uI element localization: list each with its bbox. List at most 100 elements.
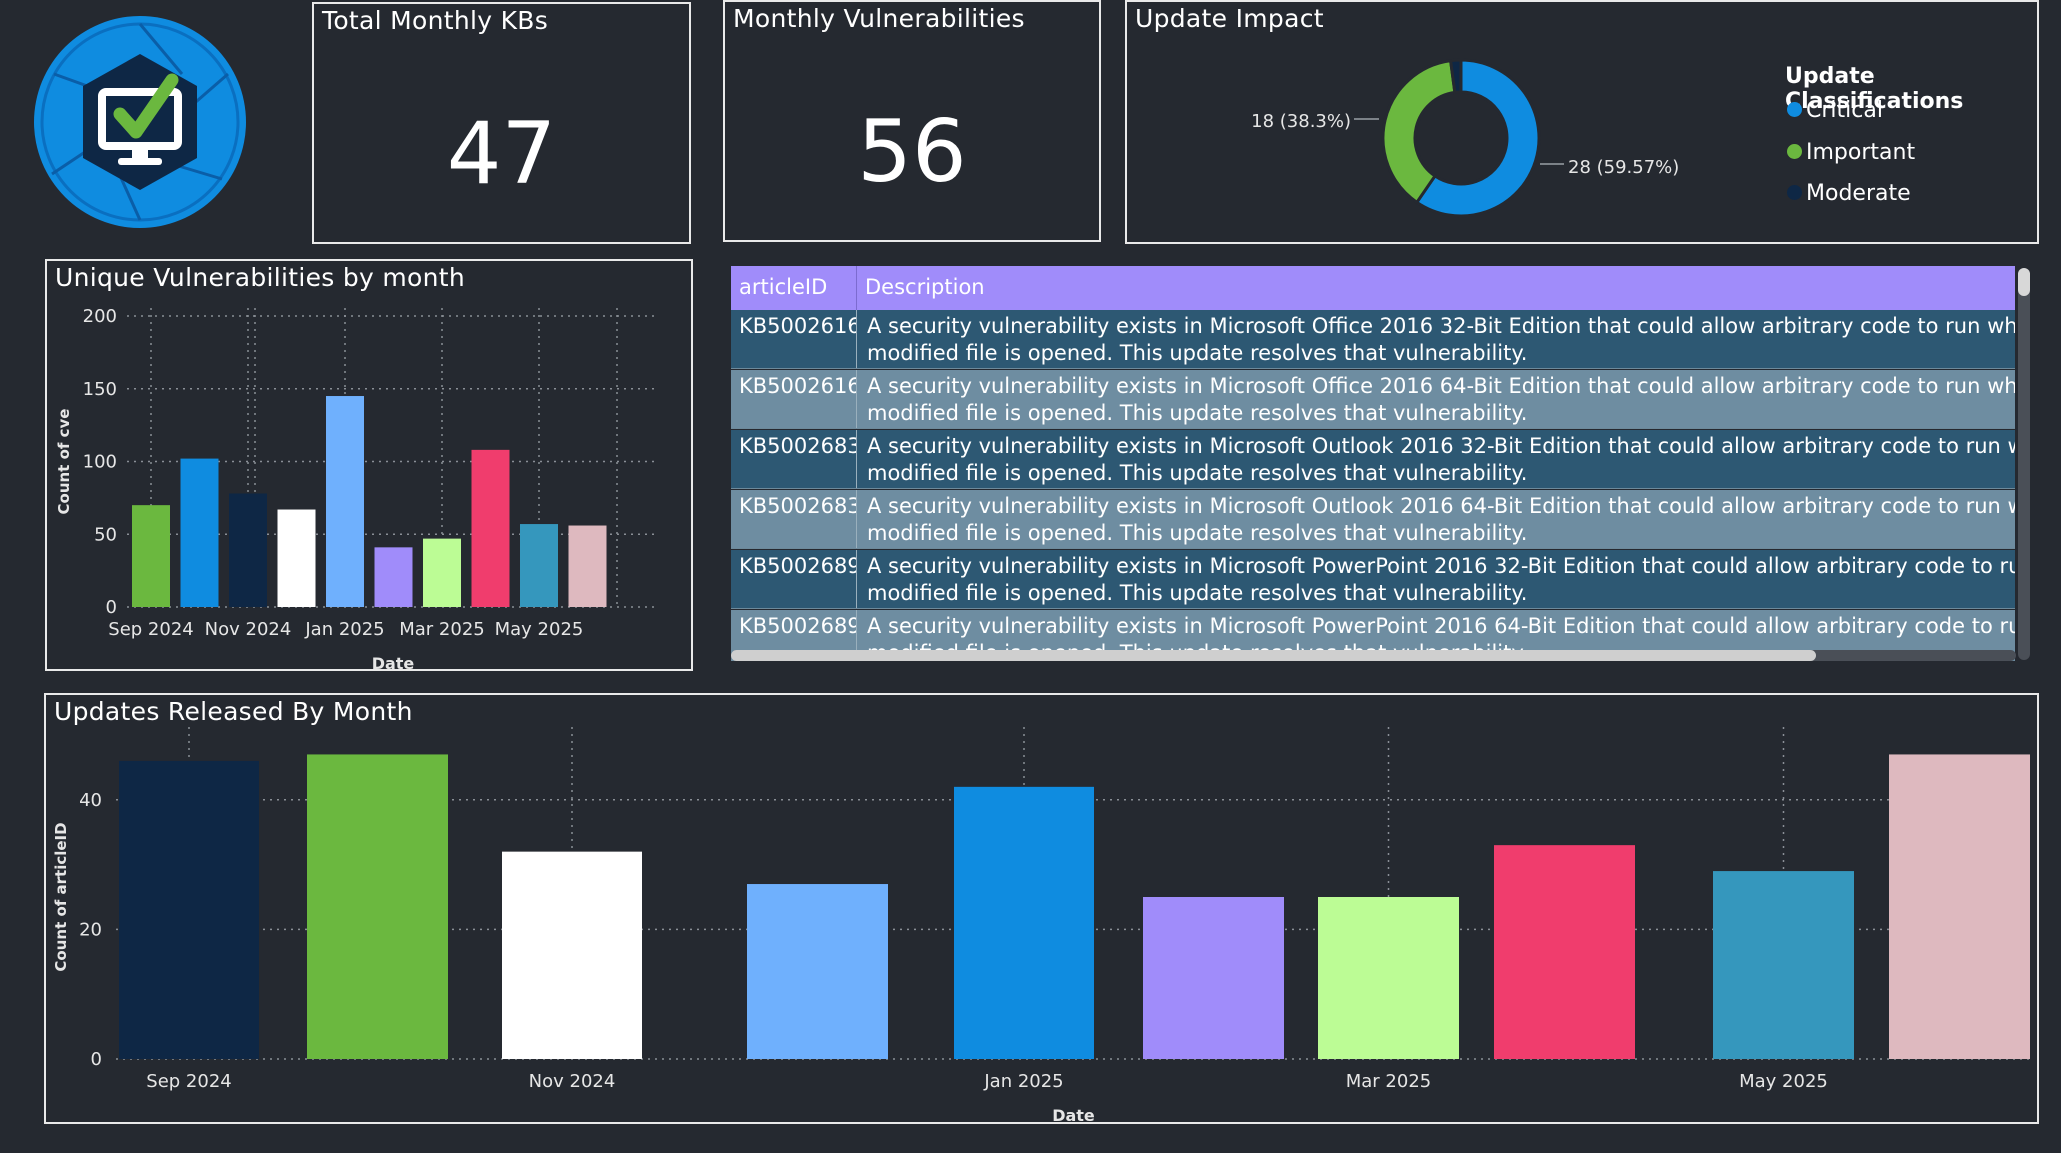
legend-label: Important [1806, 140, 1916, 165]
description-line: modified file is opened. This update res… [867, 341, 1528, 365]
legend-item-important[interactable]: Important [1787, 140, 1915, 165]
kpi-title: Monthly Vulnerabilities [733, 4, 1025, 33]
description-line: A security vulnerability exists in Micro… [867, 554, 2015, 578]
kpi-title: Total Monthly KBs [322, 6, 549, 35]
description-line: modified file is opened. This update res… [867, 521, 1528, 545]
y-tick-label: 150 [83, 379, 117, 400]
checkmark-icon [113, 73, 179, 139]
bar[interactable] [307, 754, 448, 1059]
bar[interactable] [132, 505, 170, 607]
y-tick-label: 0 [91, 1049, 102, 1070]
cell-articleid: KB5002689 [731, 550, 857, 608]
bar[interactable] [374, 547, 413, 607]
cell-articleid: KB5002689 [731, 610, 857, 661]
table-row[interactable]: KB5002616 A security vulnerability exists… [731, 310, 2015, 369]
bar[interactable] [326, 396, 364, 607]
table-vertical-scrollbar[interactable] [2018, 268, 2030, 660]
donut-slice[interactable] [1381, 59, 1457, 205]
legend-item-critical[interactable]: Critical [1787, 98, 1883, 123]
legend-item-moderate[interactable]: Moderate [1787, 181, 1911, 206]
cell-articleid: KB5002683 [731, 430, 857, 488]
donut-slice[interactable] [1448, 58, 1463, 95]
bar[interactable] [520, 524, 558, 607]
bar[interactable] [1494, 845, 1635, 1059]
updates-released-chart-panel: Updates Released By Month 0 20 40 Sep 2024 N… [44, 693, 2039, 1124]
bar[interactable] [119, 760, 259, 1059]
kpi-value: 56 [857, 102, 967, 202]
y-axis-title: Count of cve [55, 409, 73, 515]
legend-dot [1787, 184, 1802, 200]
kpi-card-total-kbs: Total Monthly KBs 47 [312, 2, 691, 244]
x-tick-label: Jan 2025 [304, 619, 384, 640]
description-line: A security vulnerability exists in Micro… [867, 614, 2015, 638]
x-axis-title: Date [1052, 1106, 1095, 1122]
donut-slices[interactable] [1381, 58, 1541, 218]
kb-description-table[interactable]: articleID Description KB5002616 A securit… [731, 266, 2015, 661]
bar[interactable] [502, 851, 642, 1059]
legend-label: Critical [1806, 98, 1883, 123]
x-tick-label: Sep 2024 [146, 1071, 231, 1092]
y-tick-label: 0 [106, 597, 117, 618]
table-row[interactable]: KB5002689 A security vulnerability exists… [731, 550, 2015, 609]
column-header-articleid[interactable]: articleID [731, 266, 857, 310]
panel-title: Updates Released By Month [54, 697, 413, 726]
table-horizontal-scrollbar[interactable] [731, 650, 2016, 661]
kpi-card-monthly-vulnerabilities: Monthly Vulnerabilities 56 [723, 0, 1101, 242]
bar[interactable] [1318, 897, 1459, 1059]
update-impact-panel: Update Impact 18 (38.3%) 28 (59.57%) Upd… [1125, 0, 2039, 244]
cell-description: A security vulnerability exists in Micro… [857, 550, 2015, 608]
x-tick-label: Sep 2024 [108, 619, 193, 640]
unique-vulnerabilities-chart: 0 50 100 150 200 Sep 2024 Nov 2024 Jan 2025 Mar … [55, 306, 659, 669]
scrollbar-thumb[interactable] [731, 650, 1816, 661]
description-line: A security vulnerability exists in Micro… [867, 434, 2015, 458]
bar[interactable] [954, 786, 1094, 1059]
y-tick-label: 200 [83, 306, 117, 327]
table-row[interactable]: KB5002683 A security vulnerability exists… [731, 490, 2015, 549]
bar[interactable] [277, 509, 316, 607]
bar[interactable] [1713, 871, 1854, 1059]
updates-released-chart: 0 20 40 Sep 2024 Nov 2024 Jan 2025 Mar 2025 May… [52, 727, 2031, 1122]
donut-slice[interactable] [1414, 58, 1541, 218]
table-header: articleID Description [731, 266, 2015, 310]
bar[interactable] [1143, 897, 1284, 1059]
donut-data-label: 18 (38.3%) [1251, 111, 1351, 132]
x-axis-title: Date [372, 654, 415, 669]
description-line: A security vulnerability exists in Micro… [867, 374, 2015, 398]
bar[interactable] [423, 538, 461, 607]
cell-articleid: KB5002683 [731, 490, 857, 548]
cell-articleid: KB5002616 [731, 370, 857, 428]
bar[interactable] [471, 449, 510, 607]
legend-label: Moderate [1806, 181, 1911, 206]
legend-dot [1787, 101, 1802, 117]
table-row[interactable]: KB5002683 A security vulnerability exists… [731, 430, 2015, 489]
bar[interactable] [747, 884, 888, 1059]
bar[interactable] [229, 493, 267, 607]
x-tick-label: Mar 2025 [399, 619, 485, 640]
legend-dot [1787, 143, 1802, 159]
description-line: modified file is opened. This update res… [867, 461, 1528, 485]
bar[interactable] [568, 525, 607, 607]
cell-description: A security vulnerability exists in Micro… [857, 310, 2015, 368]
y-tick-label: 40 [79, 790, 102, 811]
y-axis-title: Count of articleID [52, 822, 70, 971]
bar[interactable] [180, 458, 219, 607]
x-tick-label: Mar 2025 [1346, 1071, 1432, 1092]
column-header-description[interactable]: Description [865, 275, 985, 299]
scrollbar-thumb[interactable] [2018, 268, 2030, 296]
unique-vulnerabilities-chart-panel: Unique Vulnerabilities by month 0 50 100 15… [45, 259, 693, 671]
bar[interactable] [1889, 754, 2030, 1059]
x-tick-label: Jan 2025 [983, 1071, 1063, 1092]
cell-description: A security vulnerability exists in Micro… [857, 490, 2015, 548]
cell-description: A security vulnerability exists in Micro… [857, 370, 2015, 428]
description-line: modified file is opened. This update res… [867, 401, 1528, 425]
description-line: A security vulnerability exists in Micro… [867, 314, 2015, 338]
donut-chart: 18 (38.3%) 28 (59.57%) [1251, 58, 1679, 218]
panel-title: Update Impact [1135, 4, 1324, 33]
legend-title: Update Classifications [1785, 64, 1964, 114]
cell-articleid: KB5002616 [731, 310, 857, 368]
x-tick-label: May 2025 [1739, 1071, 1828, 1092]
panel-title: Unique Vulnerabilities by month [55, 263, 466, 292]
cell-description: A security vulnerability exists in Micro… [857, 430, 2015, 488]
table-row[interactable]: KB5002616 A security vulnerability exists… [731, 370, 2015, 429]
donut-data-label: 28 (59.57%) [1568, 157, 1679, 178]
